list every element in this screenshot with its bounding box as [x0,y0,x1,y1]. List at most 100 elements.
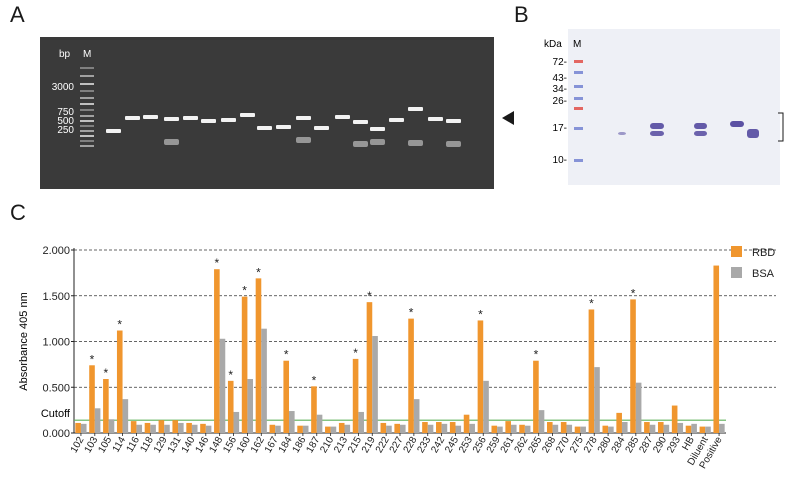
x-tick-label: 261 [499,435,517,455]
x-tick-label: 293 [665,435,683,455]
bar-bsa [427,424,434,433]
bar-rbd [616,412,622,433]
gel-band [125,116,140,120]
gel-smear [408,140,423,146]
gel-smear [370,139,385,145]
x-tick-label: 280 [596,435,614,455]
gel-ladder-band [80,83,94,85]
bar-rbd [311,386,317,433]
panel-label-c: C [10,200,26,225]
bar-bsa [524,425,531,433]
chart-gridlines [74,249,776,388]
bar-rbd [241,296,248,433]
bar-bsa [455,425,462,433]
bar-bsa [164,424,170,433]
bar-rbd [380,422,387,433]
x-tick-label: 215 [346,435,364,455]
bar-bsa [719,423,725,433]
gel-ladder-band [80,97,94,99]
bar-rbd [449,422,456,433]
gel-band [370,127,385,131]
blot-band [650,131,664,136]
bar-bsa [358,411,364,433]
bar-rbd [644,422,650,433]
gel-smear [296,137,311,143]
bar-rbd [103,379,109,433]
gel-band [335,115,350,119]
y-tick-label: 0.000 [42,428,70,440]
significance-marker: * [117,318,122,332]
x-tick-label: 167 [263,435,281,455]
bar-rbd [172,420,179,433]
bar-rbd [255,278,262,433]
bar-bsa [635,382,642,433]
band-bracket-icon [778,112,784,142]
gel-band [183,116,198,120]
blot-marker-band [574,71,583,74]
x-tick-label: 102 [69,435,87,455]
x-tick-label: 105 [96,435,114,455]
x-tick-label: 222 [374,435,392,455]
bar-bsa [191,424,198,433]
significance-marker: * [256,265,261,279]
bar-rbd [394,423,400,433]
bar-bsa [247,379,254,433]
gel-ladder-label: 500 [57,116,74,127]
gel-ladder-band [80,130,94,132]
gel-band [164,117,179,121]
bar-rbd [560,422,567,433]
x-tick-label: 228 [402,435,420,455]
x-tick-label: 156 [221,435,239,455]
bar-rbd [602,425,609,433]
significance-marker: * [242,284,247,298]
gel-ladder-band [80,109,94,111]
bar-bsa [233,411,240,433]
bar-rbd [144,422,151,433]
blot-membrane [568,29,780,185]
gel-smear [353,141,368,147]
gel-band [276,125,291,129]
gel-smear [164,139,179,145]
gel-ladder-band [80,75,94,77]
blot-band [747,129,759,138]
significance-marker: * [589,296,594,310]
bar-bsa [566,424,573,433]
chart-bars [75,265,725,433]
gel-ladder-band [80,115,94,117]
bar-rbd [546,422,553,433]
gel-band [296,116,311,120]
bar-bsa [621,422,628,433]
bar-bsa [289,411,295,433]
y-tick-label: 1.000 [42,337,70,349]
gel-band [353,120,368,124]
legend-label: RBD [752,247,775,259]
significance-marker: * [284,348,289,362]
x-tick-label: 259 [485,435,503,455]
x-tick-label: 187 [304,435,322,455]
significance-marker: * [104,366,109,380]
gel-bp-header: bp [59,49,71,60]
blot-band [618,132,626,135]
bar-bsa [594,367,600,433]
gel-band [446,119,461,123]
bar-bsa [94,408,101,433]
significance-marker: * [215,256,220,270]
bar-rbd [671,405,678,433]
blot-marker-header: M [573,39,581,50]
x-tick-label: 219 [360,435,378,455]
x-tick-label: 129 [152,435,170,455]
x-tick-label: 278 [582,435,600,455]
bar-rbd [685,425,692,433]
significance-marker: * [534,348,539,362]
x-tick-label: 213 [332,435,350,455]
gel-band [408,107,423,111]
blot-band [694,131,707,136]
gel-band [106,129,121,133]
chart-legend: RBD BSA [731,246,775,280]
legend-swatch [731,267,742,278]
x-tick-label: 275 [568,435,586,455]
bar-bsa [580,426,586,433]
bar-bsa [80,423,87,433]
cutoff-label: Cutoff [41,408,71,420]
bar-bsa [413,399,420,433]
